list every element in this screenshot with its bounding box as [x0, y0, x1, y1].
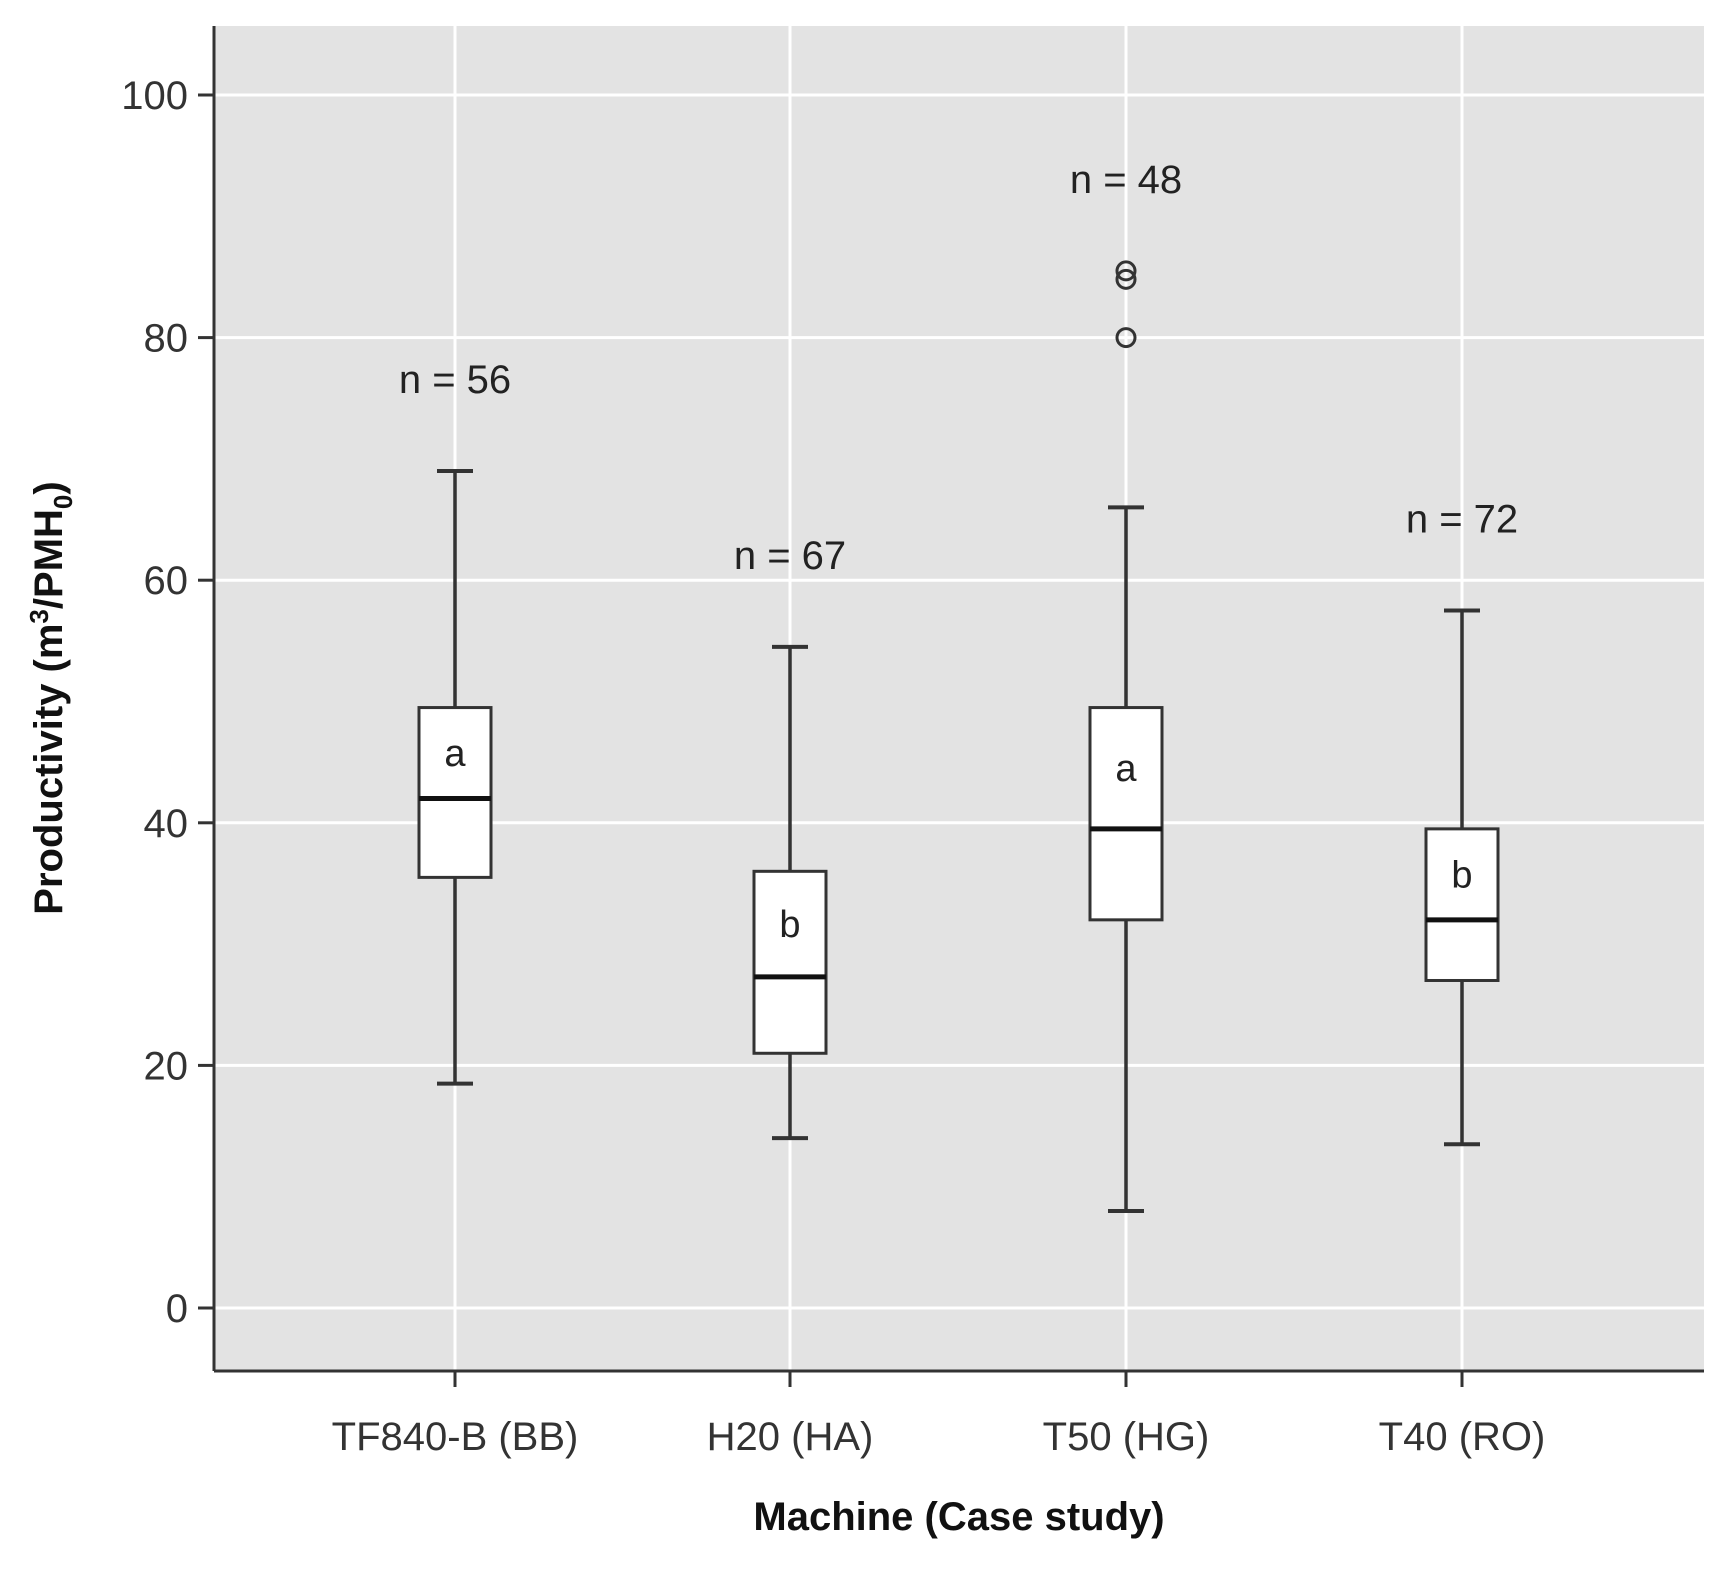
- outlier-point-3: [1115, 260, 1137, 282]
- group-letter-label: b: [1451, 854, 1472, 896]
- sample-size-label: n = 56: [399, 358, 511, 402]
- y-tick-label-60: 60: [144, 559, 189, 603]
- group-letter-label: a: [444, 733, 466, 775]
- sample-size-label: n = 48: [1070, 158, 1182, 202]
- y-axis-title: Productivity (m3/PMH0): [24, 481, 78, 914]
- y-tick-label-80: 80: [144, 317, 189, 361]
- box-group-4: n = 72 b: [1406, 498, 1518, 1147]
- box-group-1: n = 56 a: [399, 358, 511, 1086]
- box-iqr: [752, 869, 828, 1055]
- x-axis-title: Machine (Case study): [753, 1495, 1164, 1539]
- plot-panel: [214, 26, 1704, 1371]
- y-axis-title-sub: 0: [48, 495, 78, 509]
- x-tick-label-3: T50 (HG): [1043, 1415, 1210, 1459]
- y-axis-title-sup: 3: [24, 609, 54, 623]
- box-iqr: [1088, 706, 1164, 922]
- box-iqr: [1424, 827, 1500, 982]
- y-axis-title-mid: /PMH: [27, 509, 71, 609]
- y-tick-label-0: 0: [166, 1287, 188, 1331]
- sample-size-label: n = 67: [734, 534, 846, 578]
- group-letter-label: a: [1115, 748, 1137, 790]
- y-tick-label-100: 100: [121, 74, 188, 118]
- y-axis-title-main: Productivity (m: [27, 624, 71, 915]
- box-group-2: n = 67 b: [734, 534, 846, 1141]
- outlier-point-1: [1115, 327, 1137, 349]
- x-tick-label-1: TF840-B (BB): [332, 1415, 579, 1459]
- x-tick-label-2: H20 (HA): [707, 1415, 874, 1459]
- x-tick-label-4: T40 (RO): [1379, 1415, 1546, 1459]
- box-iqr: [417, 706, 493, 879]
- box-group-3: n = 48 a: [1070, 158, 1182, 1213]
- boxes: n = 56 a n = 67 b n = 48 a n = 72 b: [399, 158, 1518, 1213]
- outlier-point-2: [1115, 268, 1137, 290]
- group-letter-label: b: [779, 904, 800, 946]
- sample-size-label: n = 72: [1406, 498, 1518, 542]
- y-axis-title-end: ): [27, 481, 71, 494]
- ticks: 0 20 40 60 80 100 TF840-B (BB) H20 (HA) T50 (HG)…: [121, 74, 1545, 1459]
- y-tick-label-20: 20: [144, 1044, 189, 1088]
- y-tick-label-40: 40: [144, 802, 189, 846]
